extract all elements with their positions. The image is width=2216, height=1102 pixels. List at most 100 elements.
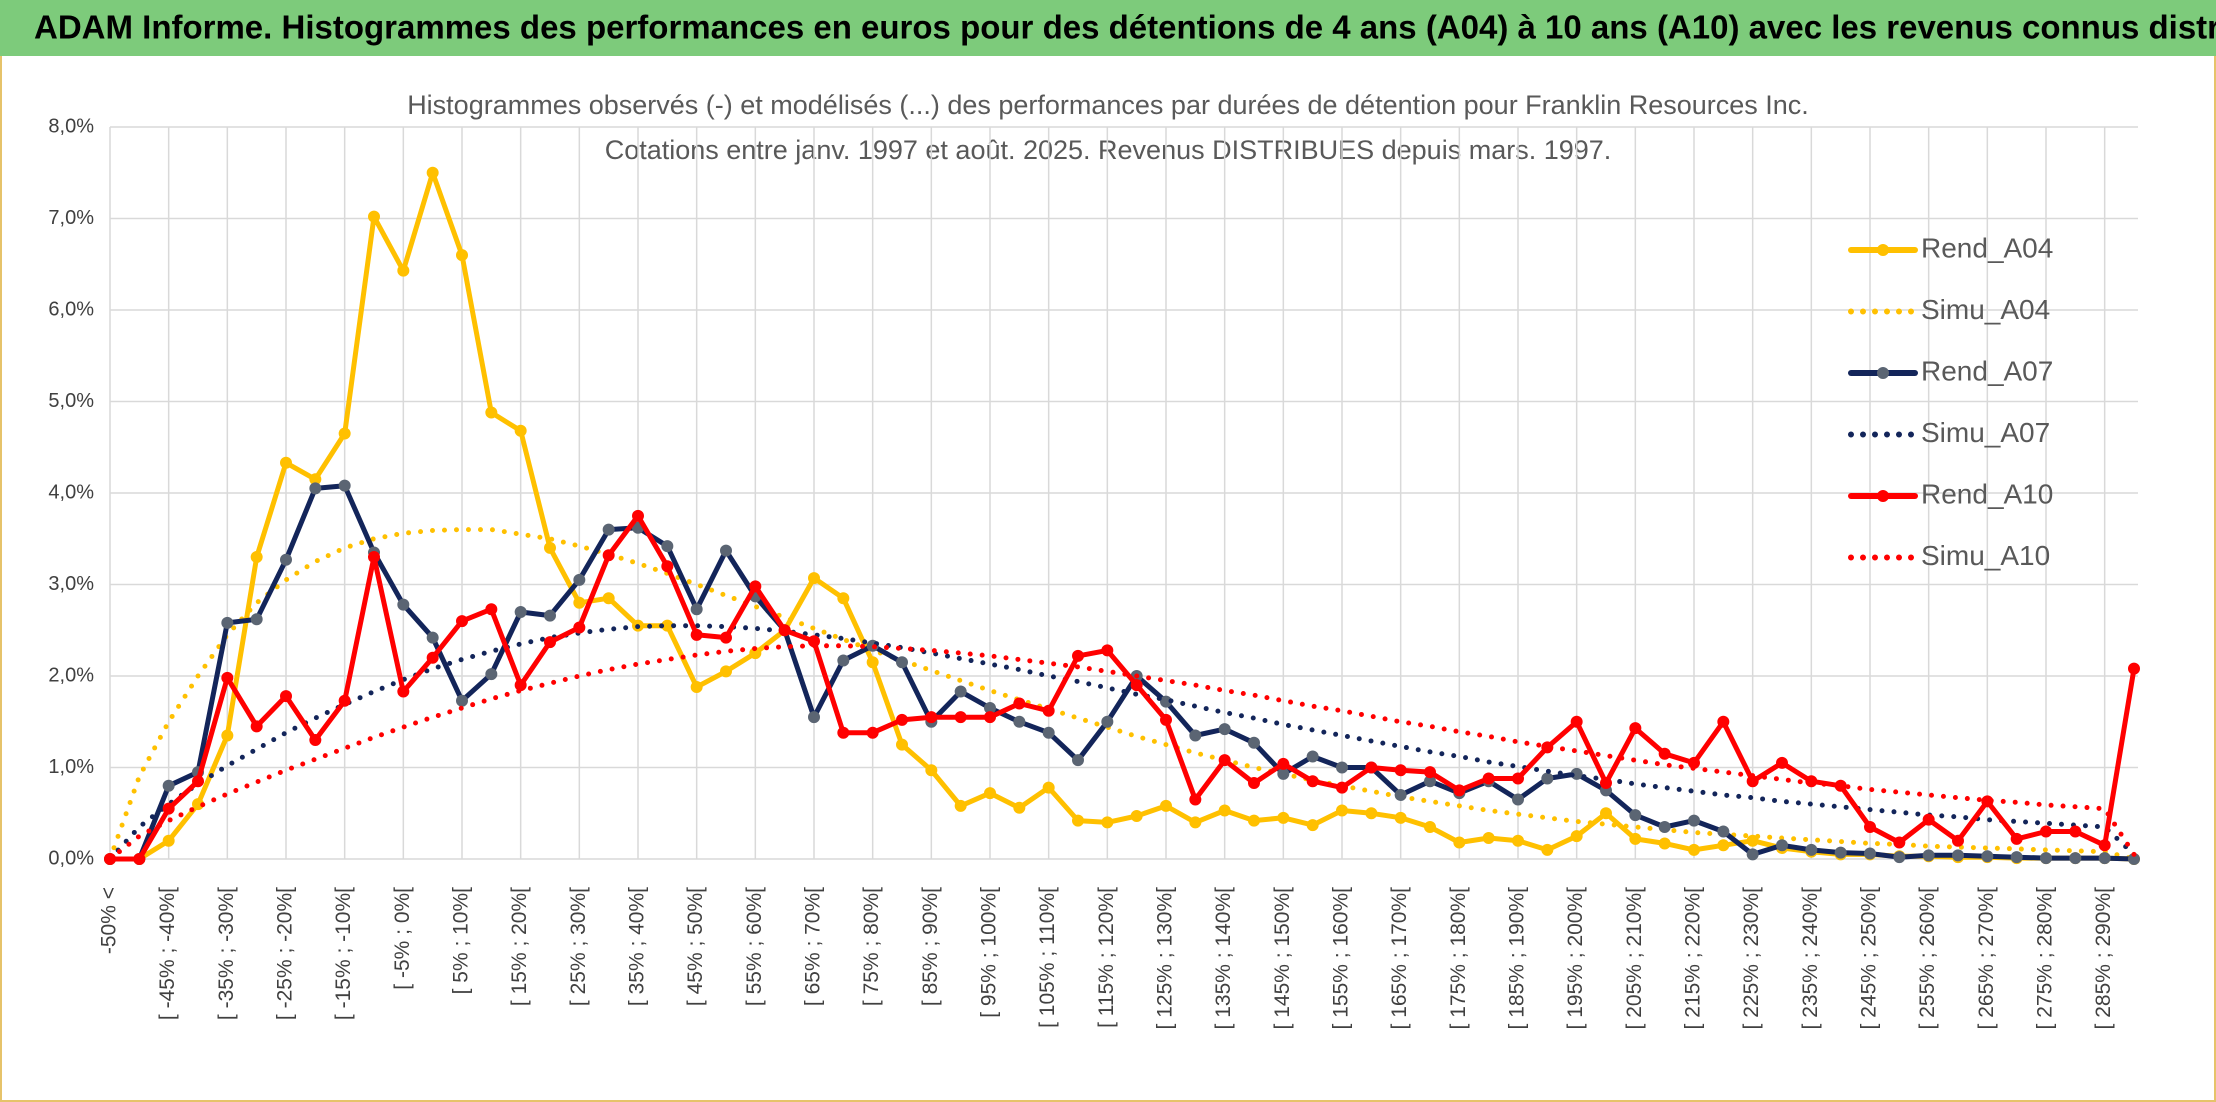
x-tick-label: [ 205% ; 210%[ <box>1623 887 1646 1030</box>
point-marker <box>1189 793 1202 806</box>
legend-label: Rend_A04 <box>1921 232 2053 263</box>
point-marker <box>1600 807 1612 820</box>
point-marker <box>690 603 703 616</box>
x-tick-label: [ -15% ; -10%[ <box>332 887 355 1020</box>
point-marker <box>1365 807 1378 820</box>
point-marker <box>1864 820 1876 833</box>
point-marker <box>1922 849 1935 862</box>
x-tick-label: [ 15% ; 20%[ <box>508 887 531 1006</box>
point-marker <box>133 853 146 865</box>
x-tick-label: [ 175% ; 180%[ <box>1447 887 1470 1030</box>
y-tick-label: 1,0% <box>48 756 94 778</box>
point-marker <box>485 603 498 616</box>
point-marker <box>221 671 234 684</box>
point-marker <box>1277 757 1290 770</box>
point-marker <box>1013 697 1026 710</box>
point-marker <box>778 624 791 637</box>
point-marker <box>250 720 263 733</box>
point-marker <box>1717 715 1730 728</box>
point-marker <box>1600 777 1612 790</box>
x-tick-label: [ 95% ; 100%[ <box>978 887 1001 1018</box>
point-marker <box>280 456 292 469</box>
series-line <box>107 623 2137 862</box>
point-marker <box>602 549 615 562</box>
x-tick-label: [ 85% ; 90%[ <box>919 887 942 1006</box>
point-marker <box>896 656 908 669</box>
series-line <box>107 527 2137 862</box>
x-tick-label: [ 285% ; 290%[ <box>2092 887 2115 1030</box>
legend-label: Simu_A07 <box>1921 417 2050 448</box>
point-marker <box>1394 811 1407 824</box>
point-marker <box>1424 820 1436 833</box>
point-marker <box>309 734 322 747</box>
point-marker <box>661 560 674 573</box>
legend-label: Rend_A10 <box>1921 478 2053 509</box>
point-marker <box>1453 836 1466 849</box>
x-tick-label: [ -5% ; 0%[ <box>391 887 414 990</box>
x-tick-label: [ 145% ; 150%[ <box>1271 887 1294 1030</box>
legend-marker <box>1877 244 1889 256</box>
point-marker <box>456 694 468 707</box>
point-marker <box>2069 825 2082 838</box>
y-tick-label: 0,0% <box>48 847 94 869</box>
x-tick-label: [ 35% ; 40%[ <box>626 887 649 1006</box>
point-marker <box>162 834 175 847</box>
point-marker <box>690 628 703 641</box>
point-marker <box>984 711 996 724</box>
point-marker <box>602 592 615 605</box>
x-tick-label: [ 125% ; 130%[ <box>1154 887 1177 1030</box>
point-marker <box>954 685 967 698</box>
point-marker <box>2040 825 2052 838</box>
x-tick-label: [ 65% ; 70%[ <box>802 887 825 1006</box>
point-marker <box>1776 839 1788 852</box>
point-marker <box>749 580 762 593</box>
point-marker <box>1805 843 1818 856</box>
x-tick-label: -50% < <box>98 887 121 954</box>
point-marker <box>309 482 322 495</box>
x-tick-label: [ -35% ; -30%[ <box>215 887 238 1020</box>
point-marker <box>544 541 556 554</box>
point-marker <box>426 651 439 664</box>
point-marker <box>632 509 644 522</box>
legend-label: Rend_A07 <box>1921 355 2053 386</box>
point-marker <box>837 726 850 739</box>
point-marker <box>1893 836 1906 849</box>
x-tick-label: [ 55% ; 60%[ <box>743 887 766 1006</box>
point-marker <box>221 729 234 742</box>
point-marker <box>1277 811 1290 824</box>
x-tick-label: [ 115% ; 120%[ <box>1095 887 1118 1028</box>
point-marker <box>1834 846 1847 859</box>
point-marker <box>514 605 527 618</box>
x-tick-label: [ 245% ; 250%[ <box>1858 887 1881 1030</box>
point-marker <box>426 631 439 644</box>
point-marker <box>1218 804 1231 817</box>
point-marker <box>397 598 410 611</box>
point-marker <box>485 668 498 681</box>
x-tick-label: [ 265% ; 270%[ <box>1975 887 1998 1030</box>
legend-marker <box>1877 490 1889 502</box>
legend-label: Simu_A10 <box>1921 540 2050 571</box>
x-tick-label: [ 275% ; 280%[ <box>2034 887 2057 1030</box>
x-tick-label: [ 255% ; 260%[ <box>1916 887 1939 1030</box>
point-marker <box>954 711 967 724</box>
point-marker <box>368 551 380 564</box>
y-tick-label: 5,0% <box>48 390 94 412</box>
point-marker <box>896 738 908 751</box>
point-marker <box>1394 764 1407 777</box>
point-marker <box>1336 781 1348 794</box>
point-marker <box>1864 847 1876 860</box>
point-marker <box>2069 852 2082 865</box>
point-marker <box>1658 820 1671 833</box>
point-marker <box>1248 814 1260 827</box>
point-marker <box>866 656 879 669</box>
point-marker <box>1453 784 1466 797</box>
x-tick-label: [ 185% ; 190%[ <box>1506 887 1529 1030</box>
point-marker <box>192 775 204 788</box>
point-marker <box>808 711 820 724</box>
y-tick-label: 2,0% <box>48 664 94 686</box>
point-marker <box>426 166 439 179</box>
point-marker <box>808 572 820 585</box>
point-marker <box>338 427 351 440</box>
point-marker <box>162 802 175 815</box>
point-marker <box>2128 662 2140 675</box>
